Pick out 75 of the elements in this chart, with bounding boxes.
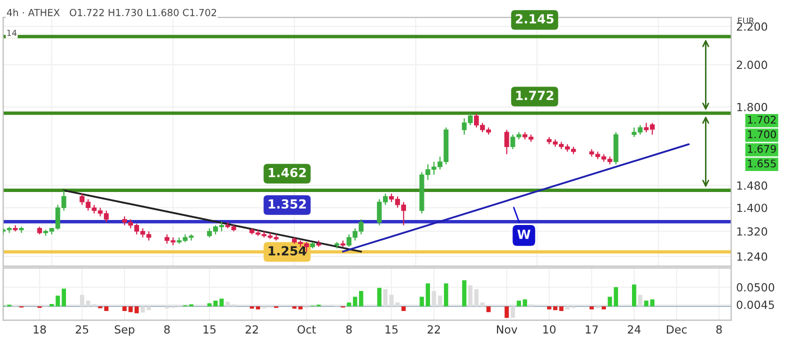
bar [608,296,612,306]
bar [565,306,570,310]
y-tick-label: 1.240 [737,252,768,261]
x-tick-label: 8 [346,325,352,334]
y-tick-label: 1.320 [737,227,768,236]
y-tick-label: 2.200 [736,22,768,31]
x-tick-label: Nov [496,325,518,334]
text: 1.679 [748,144,776,153]
bar [219,298,224,306]
y-axis-title: EUR [738,18,754,24]
y-tick-label: 0.0045 [736,300,774,309]
bar [80,294,84,306]
x-tick-label: 24 [628,325,641,334]
bar [383,289,388,306]
x-tick-label: 22 [428,325,440,334]
bar [468,285,472,306]
bar [504,306,509,318]
x-tick-label: 15 [204,325,216,334]
bar [432,290,436,306]
bar [438,296,442,306]
bar [602,306,606,310]
bar [207,303,212,306]
bar [462,280,466,306]
bar [614,287,618,306]
bar [474,289,479,306]
text: 1.702 [748,116,776,124]
x-tick-label: 15 [386,325,398,334]
y-tick-label: 2.000 [736,60,768,70]
annotation: 14 [7,30,17,36]
x-tick-label: Oct [298,325,316,334]
text: 1.700 [748,130,776,138]
bar [389,294,394,306]
bar [256,306,260,310]
x-tick-label: Dec [666,325,687,334]
ref-line-label: 2.145 [516,14,554,24]
bar [522,299,528,306]
bar [480,302,485,306]
bar [134,306,139,314]
y-tick-label: 1.800 [737,102,768,112]
ref-line-label: 1.254 [268,246,306,256]
x-tick-label: 17 [586,325,598,334]
bar [352,296,358,306]
bar [346,302,352,306]
y-tick-label: 0.0500 [736,283,774,292]
x-tick-label: 25 [76,325,88,334]
bar [590,306,594,310]
bar [516,300,521,306]
bar [395,302,400,306]
chart-title: 4h · ATHEX O1.722 H1.730 L1.680 C1.702 [6,8,216,16]
bar [632,284,636,306]
bar [128,306,133,312]
bar [638,294,642,306]
ref-line-label: 1.352 [268,199,306,209]
x-tick-label: 8 [164,325,170,334]
bar [401,306,406,311]
bar [486,306,491,312]
x-tick-label: 10 [543,325,556,334]
y-tick-label: 1.400 [737,204,768,212]
x-tick-label: 18 [34,325,46,334]
bar [444,283,448,306]
y-tick-label: 1.480 [737,181,768,190]
bar [377,288,382,306]
annotation: W [517,230,530,239]
bar [122,306,127,311]
bar [359,290,364,306]
x-tick-label: Sep [114,325,134,336]
ref-line-label: 1.772 [516,90,554,100]
candlestick [504,129,510,155]
bar [213,300,218,306]
x-tick-label: 22 [246,325,258,334]
bar [298,306,303,310]
bar [510,306,515,318]
x-tick-label: 8 [716,325,722,334]
ref-line-label: 1.462 [268,168,306,178]
text: 1.655 [748,160,776,168]
